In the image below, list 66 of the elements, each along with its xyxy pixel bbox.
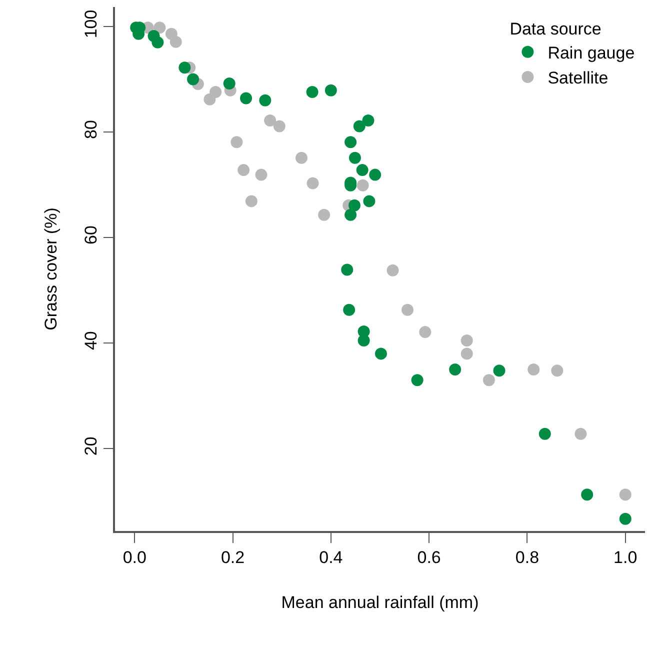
point [245,195,258,208]
point [238,164,250,176]
point [369,168,382,181]
point [210,86,222,98]
point [356,164,368,176]
point [152,36,164,48]
point [619,512,632,525]
point [259,94,272,106]
point [482,374,495,386]
point [386,264,399,276]
legend-label: Rain gauge [548,44,635,63]
point [264,114,276,126]
point [356,179,369,192]
point [460,348,473,360]
y-tick-label: 100 [81,10,100,38]
point [230,136,243,148]
point [493,364,506,377]
point [344,136,357,148]
point [419,326,432,338]
point [411,374,424,386]
point [358,334,370,346]
point [348,199,360,212]
point [528,364,540,376]
legend-title: Data source [510,19,602,38]
point [273,120,286,132]
x-tick-label: 0.4 [319,548,343,568]
point [306,177,319,190]
point [460,334,473,346]
point [306,86,318,98]
point [374,348,387,360]
point [341,264,354,276]
y-tick-label: 80 [81,120,100,139]
point [574,428,587,440]
point [348,152,361,164]
x-axis-title: Mean annual rainfall (mm) [281,593,479,612]
point [353,120,366,132]
legend-label: Satellite [548,68,608,88]
point [362,114,374,126]
point [619,488,632,501]
point [240,92,252,104]
point [538,428,551,440]
point [170,36,182,48]
point [318,208,330,221]
point [178,62,191,74]
point [363,195,376,208]
point [344,208,357,221]
x-tick-label: 0.2 [220,548,245,568]
point [187,73,200,86]
point [401,304,414,316]
y-tick-label: 20 [81,436,100,456]
y-axis-title: Grass cover (%) [42,208,60,330]
point [255,168,268,181]
y-tick-label: 60 [81,226,100,245]
point [343,304,356,316]
point [154,22,166,34]
y-tick-label: 40 [81,331,100,350]
point [324,84,337,96]
x-tick-label: 0.8 [515,548,540,568]
point [581,488,594,501]
point [223,78,236,90]
x-tick-label: 1.0 [614,548,638,568]
point [295,152,308,164]
point [449,364,462,376]
point [551,364,564,377]
x-tick-label: 0.6 [417,548,441,568]
x-tick-label: 0.0 [122,548,146,568]
